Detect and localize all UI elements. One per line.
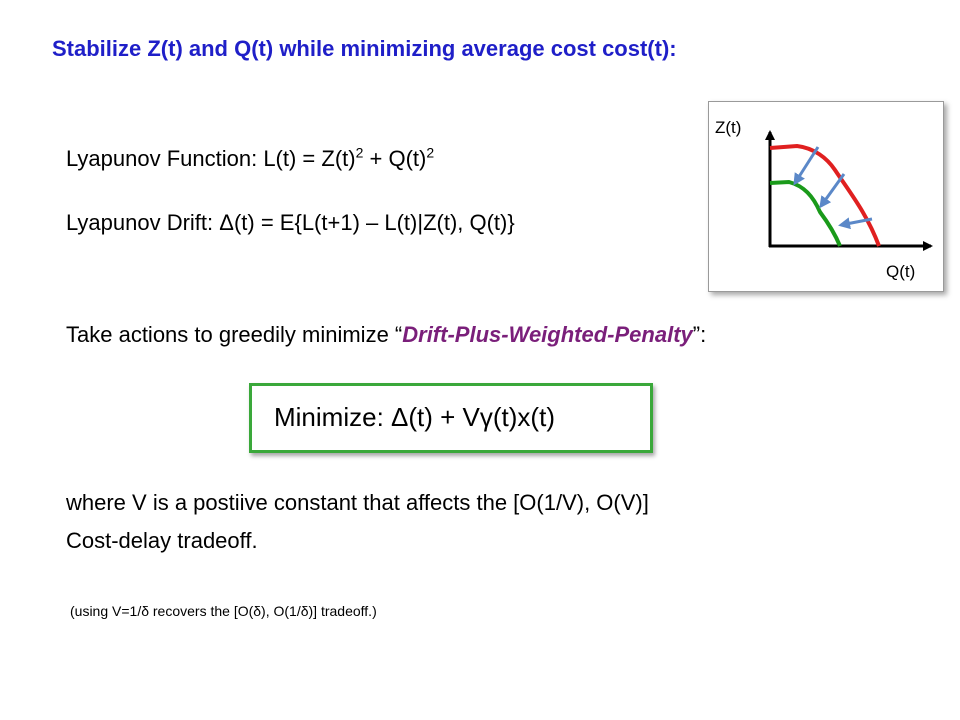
- lyapunov-function-line: Lyapunov Function: L(t) = Z(t)2 + Q(t)2: [66, 146, 434, 172]
- y-axis-label: Z(t): [715, 118, 742, 137]
- lyapunov-drift-line: Lyapunov Drift: Δ(t) = E{L(t+1) – L(t)|Z…: [66, 210, 515, 235]
- queue-graph: [708, 101, 944, 292]
- greedy-line: Take actions to greedily minimize “Drift…: [66, 322, 706, 348]
- minimize-text: Minimize: Δ(t) + Vγ(t)x(t): [274, 402, 555, 432]
- where-line-2: Cost-delay tradeoff.: [66, 528, 258, 553]
- slide-title: Stabilize Z(t) and Q(t) while minimizing…: [52, 36, 677, 61]
- lyapunov-function-middle: + Q(t): [363, 146, 427, 171]
- queue-graph-drawing: [765, 130, 933, 251]
- inner-curve: [769, 179, 842, 247]
- exponent-q: 2: [426, 144, 435, 161]
- greedy-emphasis: Drift-Plus-Weighted-Penalty: [402, 322, 693, 347]
- drift-arrow-2: [819, 173, 846, 209]
- where-line-1: where V is a postiive constant that affe…: [66, 490, 649, 515]
- exponent-z: 2: [355, 144, 364, 161]
- minimize-box: Minimize: Δ(t) + Vγ(t)x(t): [249, 383, 653, 453]
- x-axis-label: Q(t): [886, 262, 916, 281]
- outer-curve: [769, 143, 881, 247]
- greedy-before: Take actions to greedily minimize “: [66, 322, 403, 347]
- drift-arrow-1: [793, 146, 820, 186]
- drift-arrow-3: [838, 217, 873, 230]
- lyapunov-function-text: Lyapunov Function: L(t) = Z(t): [66, 146, 356, 171]
- tradeoff-note: (using V=1/δ recovers the [O(δ), O(1/δ)]…: [70, 603, 377, 619]
- greedy-after: ”:: [692, 322, 707, 347]
